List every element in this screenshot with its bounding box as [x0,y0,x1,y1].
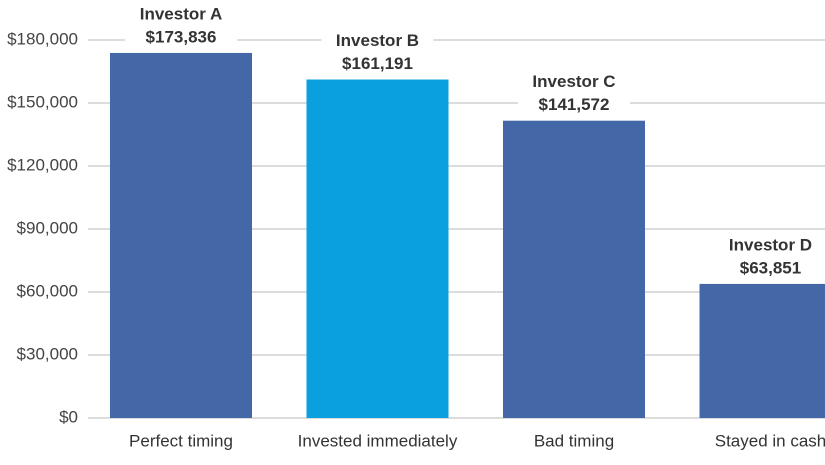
y-tick-label: $90,000 [17,218,78,237]
x-tick-label: Bad timing [534,431,614,450]
bar [699,283,825,418]
label-bg [518,68,630,117]
y-tick-label: $30,000 [17,344,78,363]
label-bg [714,231,825,280]
bar [503,120,645,419]
bar [306,79,449,418]
value-label: $173,836 [146,27,217,46]
investor-label: Investor D [729,235,812,254]
label-bg [321,27,434,76]
value-label: $141,572 [539,95,610,114]
value-label: $63,851 [740,258,801,277]
y-tick-label: $60,000 [17,281,78,300]
x-tick-label: Stayed in cash [715,431,825,450]
label-bg [125,0,237,49]
y-tick-label: $0 [59,407,78,426]
y-tick-label: $120,000 [7,155,78,174]
bar [110,52,252,419]
investor-label: Investor A [140,4,223,23]
value-label: $161,191 [342,54,413,73]
x-tick-label: Invested immediately [298,431,458,450]
x-tick-label: Perfect timing [129,431,233,450]
investor-label: Investor B [336,31,419,50]
y-tick-label: $150,000 [7,92,78,111]
investor-label: Investor C [532,72,615,91]
y-tick-label: $180,000 [7,29,78,48]
